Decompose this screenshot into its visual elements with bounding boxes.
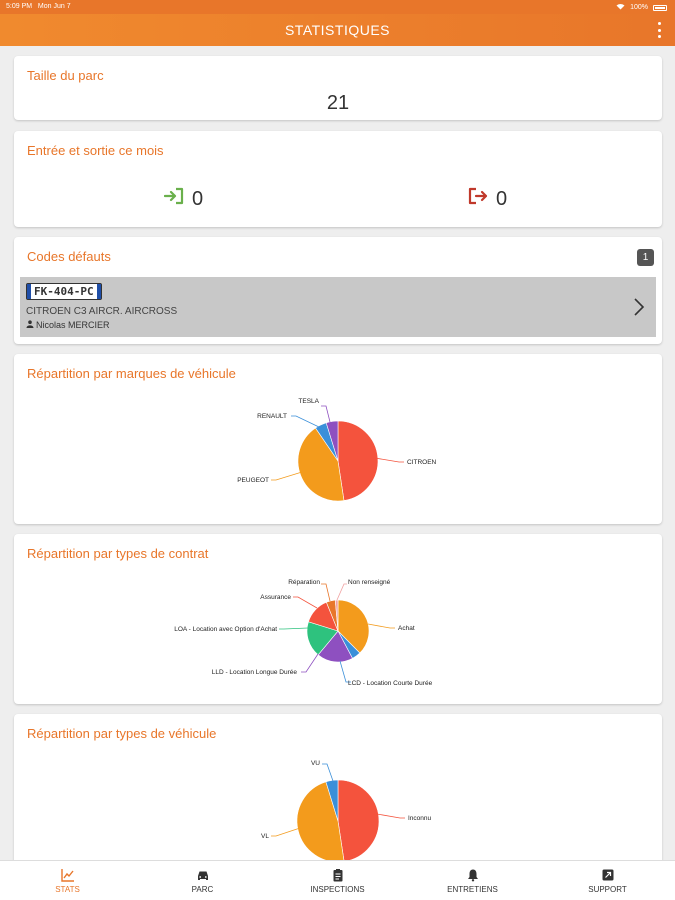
pie-label-inconnu: Inconnu <box>408 815 432 822</box>
nav-support-label: SUPPORT <box>588 884 627 894</box>
nav-entretiens[interactable]: ENTRETIENS <box>405 861 540 900</box>
vehicle-type-pie-labels: Inconnu VL VU <box>261 760 431 840</box>
car-icon <box>197 871 208 880</box>
defect-vehicle-row[interactable]: FK-404-PC CITROEN C3 AIRCR. AIRCROSS Nic… <box>20 277 656 337</box>
pie-slice-citroen <box>337 420 379 501</box>
status-bar: 5:09 PM Mon Jun 7 100% <box>0 0 675 14</box>
pie-slice-inconnu <box>337 779 380 862</box>
sign-out-icon <box>468 187 488 211</box>
nav-parc[interactable]: PARC <box>135 861 270 900</box>
nav-inspections-label: INSPECTIONS <box>310 884 365 894</box>
pie-slice-tesla <box>325 420 339 462</box>
pie-label-peugeot: PEUGEOT <box>237 477 269 484</box>
nav-stats-label: STATS <box>55 884 80 894</box>
app-bar: STATISTIQUES <box>0 14 675 46</box>
pie-label-vl: VL <box>261 833 269 840</box>
support-icon <box>602 869 613 880</box>
brand-pie-labels: CITROEN PEUGEOT RENAULT TESLA <box>237 398 436 484</box>
license-plate: FK-404-PC <box>26 283 102 300</box>
bell-icon <box>467 869 478 881</box>
battery-percent: 100% <box>630 4 648 11</box>
page-title: STATISTIQUES <box>284 22 391 38</box>
brand-chart-card: Répartition par marques de véhicule CITR… <box>14 354 662 524</box>
user-icon <box>26 320 34 330</box>
brand-pie-chart: CITROEN PEUGEOT RENAULT TESLA <box>237 398 437 502</box>
exits-indicator: 0 <box>468 187 507 211</box>
pie-label-achat: Achat <box>398 625 415 632</box>
nav-stats[interactable]: STATS <box>0 861 135 900</box>
defect-codes-title: Codes défauts <box>27 249 111 264</box>
fleet-size-card: Taille du parc 21 <box>14 56 662 120</box>
status-time: 5:09 PM Mon Jun 7 <box>6 3 71 10</box>
nav-support[interactable]: SUPPORT <box>540 861 675 900</box>
sign-in-icon <box>163 187 184 211</box>
pie-label-vu: VU <box>311 760 320 767</box>
vehicle-type-chart-card: Répartition par types de véhicule Inconn… <box>14 714 662 874</box>
more-menu-icon[interactable] <box>655 22 663 38</box>
clipboard-icon <box>333 868 342 881</box>
pie-label-renault: RENAULT <box>257 413 287 420</box>
in-out-title: Entrée et sortie ce mois <box>27 143 164 158</box>
pie-label-lld: LLD - Location Longue Durée <box>212 669 298 676</box>
driver-name: Nicolas MERCIER <box>36 320 110 330</box>
fleet-size-title: Taille du parc <box>27 68 104 83</box>
driver: Nicolas MERCIER <box>26 320 110 330</box>
status-right: 100% <box>616 3 667 12</box>
pie-slice-vu <box>325 779 339 822</box>
pie-slice-non-renseign <box>334 599 339 632</box>
vehicle-type-chart-title: Répartition par types de véhicule <box>27 726 217 741</box>
exits-value: 0 <box>496 187 508 210</box>
nav-inspections[interactable]: INSPECTIONS <box>270 861 405 900</box>
defect-codes-card: Codes défauts 1 FK-404-PC CITROEN C3 AIR… <box>14 237 662 344</box>
pie-label-non-renseigne: Non renseigné <box>348 579 391 586</box>
vehicle-type-pie-chart: Inconnu VL VU <box>261 760 432 863</box>
vehicle-model: CITROEN C3 AIRCR. AIRCROSS <box>26 306 178 317</box>
entries-value: 0 <box>192 187 204 210</box>
chart-icon <box>60 868 74 882</box>
battery-icon <box>653 4 667 11</box>
chevron-right-icon <box>634 298 645 316</box>
nav-parc-label: PARC <box>191 884 214 894</box>
pie-label-loa: LOA - Location avec Option d'Achat <box>174 626 277 633</box>
pie-label-lcd: LCD - Location Courte Durée <box>348 680 433 687</box>
brand-chart-title: Répartition par marques de véhicule <box>27 366 236 381</box>
wifi-icon <box>616 3 625 12</box>
contract-pie-labels: Achat LCD - Location Courte Durée LLD - … <box>174 579 432 687</box>
nav-entretiens-label: ENTRETIENS <box>447 884 498 894</box>
contract-pie-chart: Achat LCD - Location Courte Durée LLD - … <box>174 579 432 687</box>
entries-indicator: 0 <box>163 187 204 211</box>
contract-chart-card: Répartition par types de contrat Achat L… <box>14 534 662 704</box>
contract-chart-title: Répartition par types de contrat <box>27 546 209 561</box>
pie-label-tesla: TESLA <box>298 398 319 405</box>
pie-slice-peugeot <box>297 427 345 502</box>
pie-label-citroen: CITROEN <box>407 459 437 466</box>
pie-label-reparation: Réparation <box>288 579 320 586</box>
pie-label-assurance: Assurance <box>260 594 291 601</box>
in-out-card: Entrée et sortie ce mois 0 0 <box>14 131 662 227</box>
pie-slice-achat <box>337 599 370 654</box>
fleet-size-value: 21 <box>326 92 350 114</box>
defect-count-badge: 1 <box>637 249 654 266</box>
bottom-nav: STATS PARC INSPECTIONS ENTRETIENS SUPPOR… <box>0 860 675 900</box>
